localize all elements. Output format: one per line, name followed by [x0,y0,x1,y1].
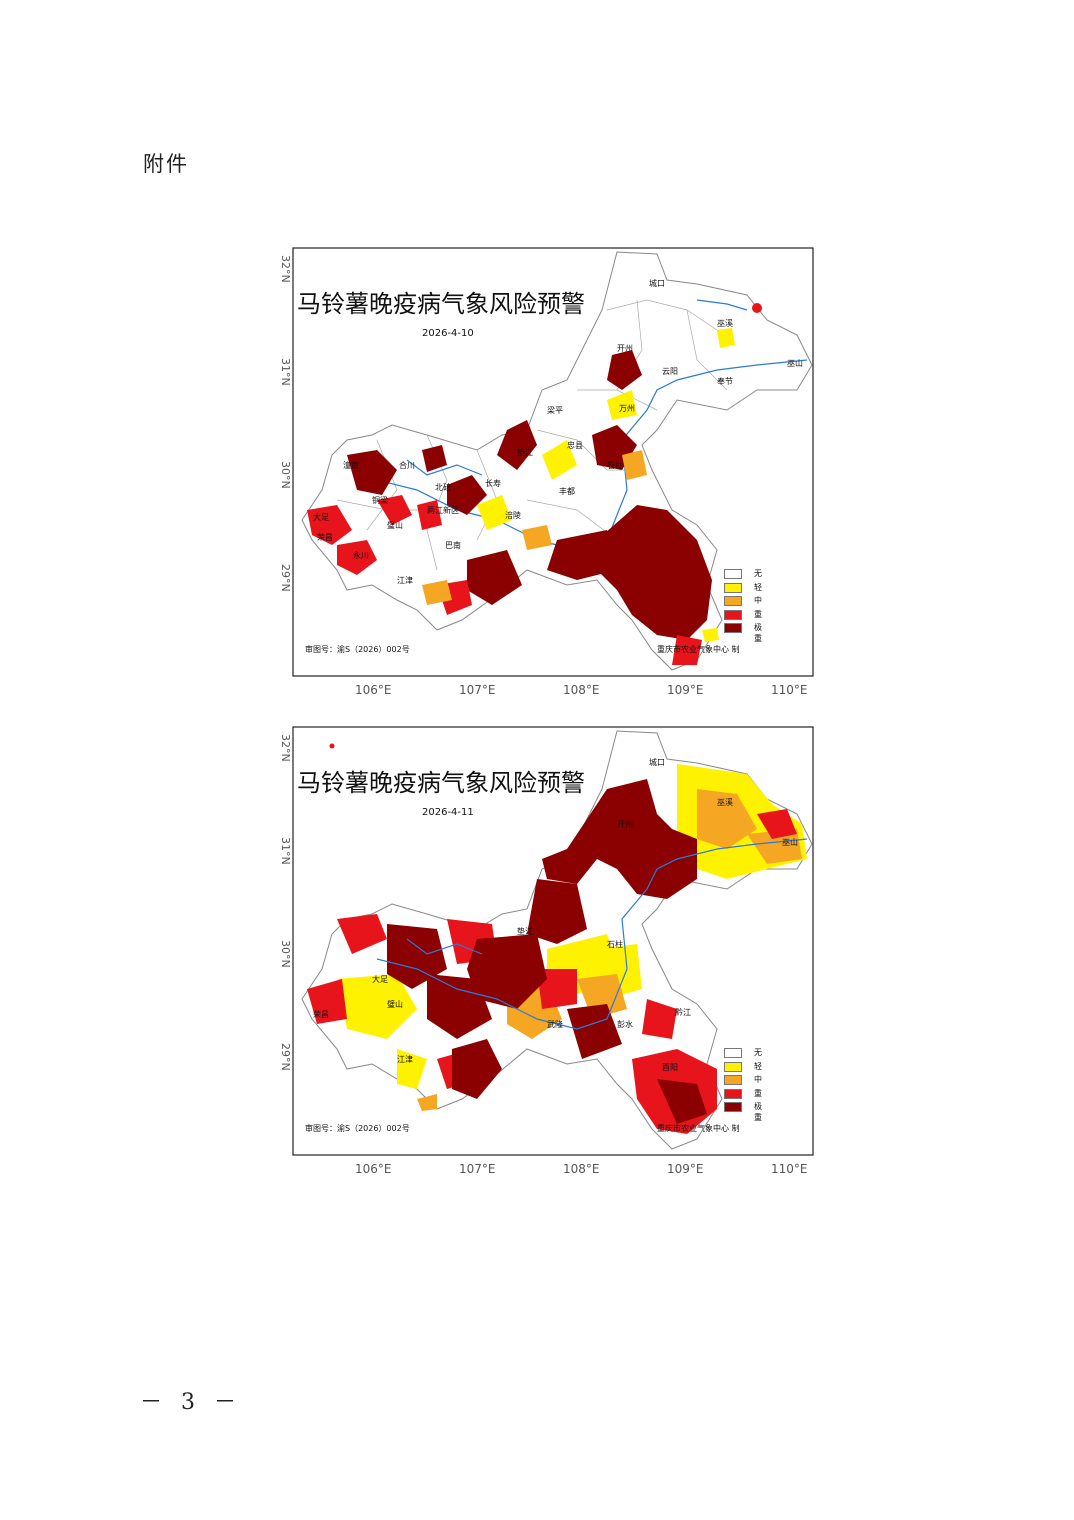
place-label: 巫山 [782,838,798,847]
place-label: 奉节 [717,377,733,386]
lat-label-31: 31°N [279,358,292,386]
place-label: 垫江 [517,927,533,936]
hotspot-marker [752,303,762,313]
lon-label-110: 110°E [771,1162,808,1176]
place-label: 城口 [649,758,665,767]
place-label: 云阳 [662,367,678,376]
risk-map-2: 马铃薯晚疫病气象风险预警 2026-4-11 审图号：渝S（2026）002号 … [277,719,822,1176]
place-label: 大足 [313,513,329,522]
place-label: 两江新区 [427,506,459,515]
place-label: 万州 [619,404,635,413]
place-label: 荣昌 [313,1010,329,1019]
lat-label-29: 29°N [279,564,292,592]
legend-label: 轻 [754,1061,762,1071]
legend-swatch [724,1102,742,1112]
place-label: 荣昌 [317,533,333,542]
lat-label-31: 31°N [279,837,292,865]
place-label: 璧山 [387,1000,403,1009]
risk-heavy-areas [307,495,702,665]
lat-label-32: 32°N [279,734,292,762]
place-label: 忠县 [567,441,583,450]
legend-swatch [724,582,742,593]
place-label: 巫溪 [717,798,733,807]
place-label: 巫山 [787,359,803,368]
place-label: 彭水 [617,1020,633,1029]
risk-moderate-areas [422,450,647,605]
lon-label-107: 107°E [459,1162,496,1176]
place-label: 合川 [399,461,415,470]
risk-light-areas [477,328,735,642]
place-label: 巴南 [445,541,461,550]
map-2-producer: 重庆市农业气象中心 制 [657,1124,740,1133]
attachment-label: 附件 [143,152,189,176]
place-label: 北碚 [435,483,451,492]
place-label: 石柱 [607,940,623,949]
place-label: 开州 [617,820,633,829]
lat-label-30: 30°N [279,940,292,968]
legend-label: 中 [754,596,762,605]
place-label: 大足 [372,975,388,984]
legend-label: 轻 [754,582,762,592]
place-label: 开州 [617,344,633,353]
map-1-canvas [292,247,814,677]
map-2-approval-number: 审图号：渝S（2026）002号 [305,1124,410,1133]
map-2-title: 马铃薯晚疫病气象风险预警 [297,769,585,797]
place-label: 涪陵 [505,511,521,520]
place-label: 江津 [397,576,413,585]
legend-swatch [724,1048,742,1058]
lat-label-32: 32°N [279,255,292,283]
place-label: 丰都 [559,487,575,496]
place-label: 石柱 [607,461,623,470]
legend-swatch [724,623,742,633]
rivers [376,838,808,1030]
map-1-title: 马铃薯晚疫病气象风险预警 [297,290,585,318]
lon-label-106: 106°E [355,683,392,697]
place-label: 长寿 [485,479,501,488]
legend-swatch [724,569,742,579]
lon-label-109: 109°E [667,683,704,697]
page-number: － 3 － [140,1390,242,1415]
lat-label-30: 30°N [279,461,292,489]
place-label: 江津 [397,1055,413,1064]
place-label: 璧山 [387,521,403,530]
risk-extreme-areas [347,350,712,640]
place-label: 梁平 [547,406,563,415]
place-label: 铜梁 [372,496,388,505]
map-2-date: 2026-4-11 [422,807,474,818]
place-label: 永川 [353,551,369,560]
lat-label-29: 29°N [279,1043,292,1071]
place-label: 武隆 [547,1020,563,1029]
legend-label: 中 [754,1075,762,1084]
place-label: 潼南 [343,461,359,470]
map-1-producer: 重庆市农业气象中心 制 [657,645,740,654]
legend-label: 极重 [754,623,762,643]
legend-swatch [724,1061,742,1072]
legend-label: 无 [754,1048,762,1057]
legend-label: 极重 [754,1102,762,1122]
legend-swatch [724,609,742,620]
place-label: 黔江 [675,1008,691,1017]
hotspot-marker [329,743,335,749]
lon-label-107: 107°E [459,683,496,697]
place-label: 酉阳 [662,1063,678,1072]
legend-label: 重 [754,1088,762,1098]
lon-label-110: 110°E [771,683,808,697]
map-1-approval-number: 审图号：渝S（2026）002号 [305,645,410,654]
lon-label-109: 109°E [667,1162,704,1176]
risk-map-1: 马铃薯晚疫病气象风险预警 2026-4-10 审图号：渝S（2026）002号 … [277,240,822,697]
lon-label-108: 108°E [563,1162,600,1176]
place-label: 垫江 [517,448,533,457]
lon-label-108: 108°E [563,683,600,697]
legend-label: 无 [754,569,762,578]
legend-swatch [724,1075,742,1085]
place-label: 城口 [649,279,665,288]
legend-swatch [724,596,742,606]
legend-swatch [724,1088,742,1099]
lon-label-106: 106°E [355,1162,392,1176]
rivers [376,299,808,551]
place-label: 巫溪 [717,319,733,328]
legend-label: 重 [754,609,762,619]
map-1-date: 2026-4-10 [422,328,474,339]
